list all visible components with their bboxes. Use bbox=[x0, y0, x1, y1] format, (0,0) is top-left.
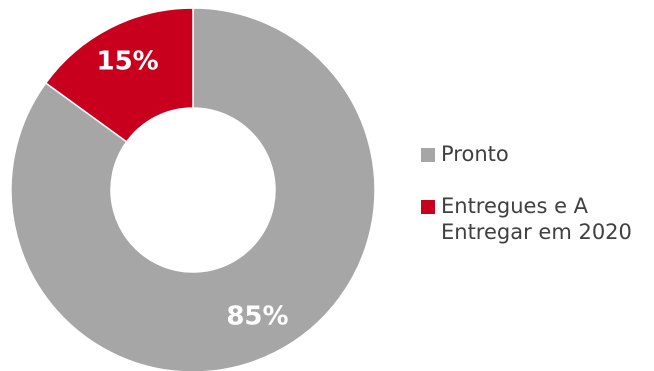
legend-label-entregues: Entregues e A Entregar em 2020 bbox=[441, 194, 632, 244]
slice-label-pronto: 85% bbox=[226, 302, 288, 332]
legend-swatch-entregues bbox=[421, 200, 435, 214]
slice-pronto bbox=[10, 7, 376, 371]
legend-item-pronto: Pronto bbox=[421, 141, 651, 167]
legend: Pronto Entregues e A Entregar em 2020 bbox=[421, 141, 651, 245]
legend-swatch-pronto bbox=[421, 148, 435, 162]
legend-label-pronto: Pronto bbox=[441, 142, 509, 166]
legend-item-entregues: Entregues e A Entregar em 2020 bbox=[421, 193, 651, 245]
slice-entregues-e-a-entregar-em-2020 bbox=[44, 7, 194, 143]
slice-label-entregues-e-a-entregar-em-2020: 15% bbox=[97, 47, 159, 77]
